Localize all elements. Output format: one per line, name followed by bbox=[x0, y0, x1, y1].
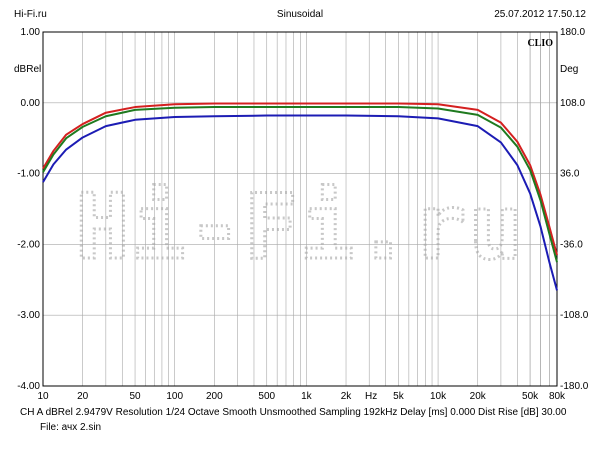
y-tick-label: -3.00 bbox=[17, 310, 40, 321]
series-line-3 bbox=[42, 114, 558, 291]
watermark-text: Hi-Fi.ru bbox=[75, 175, 524, 280]
x-tick-label: 20k bbox=[470, 391, 487, 402]
x-tick-label: 10 bbox=[37, 391, 49, 402]
header-timestamp: 25.07.2012 17.50.12 bbox=[494, 9, 586, 20]
x-tick-label: 10k bbox=[430, 391, 447, 402]
y2-tick-label: 180.0 bbox=[560, 27, 585, 38]
plot-frame bbox=[42, 31, 558, 387]
y-tick-label: -2.00 bbox=[17, 239, 40, 250]
x-tick-label: 1k bbox=[301, 391, 313, 402]
x-tick-label: 2k bbox=[341, 391, 353, 402]
series-layer bbox=[42, 102, 558, 291]
clio-brand: CLIO bbox=[527, 38, 553, 49]
series-line-1 bbox=[42, 102, 558, 256]
y2-tick-label: -180.0 bbox=[560, 381, 589, 392]
y2-axis-label: Deg bbox=[560, 64, 578, 75]
file-name: File: ачх 2.sin bbox=[40, 422, 102, 433]
y2-tick-label: -36.0 bbox=[560, 239, 583, 250]
y-tick-label: 0.00 bbox=[21, 98, 41, 109]
series-line-2 bbox=[42, 106, 558, 263]
x-tick-label: 100 bbox=[166, 391, 183, 402]
x-axis-unit-label: Hz bbox=[365, 391, 377, 402]
y2-tick-label: 36.0 bbox=[560, 169, 580, 180]
x-tick-label: 20 bbox=[77, 391, 89, 402]
y2-tick-label: -108.0 bbox=[560, 310, 589, 321]
watermark: Hi-Fi.ru bbox=[74, 174, 524, 282]
y-tick-label: -1.00 bbox=[17, 169, 40, 180]
x-tick-label: 50k bbox=[522, 391, 539, 402]
header-site-label: Hi-Fi.ru bbox=[14, 9, 47, 20]
tick-labels: 10 20 50 100 200 500 1k 2k 5k 10k 20k 50k 80k 1.00 0.0… bbox=[17, 27, 589, 402]
y-tick-label: -4.00 bbox=[17, 381, 40, 392]
y2-tick-label: 108.0 bbox=[560, 98, 585, 109]
x-tick-label: 50 bbox=[129, 391, 141, 402]
y-tick-label: 1.00 bbox=[21, 27, 41, 38]
x-tick-label: 200 bbox=[206, 391, 223, 402]
y-axis-label: dBRel bbox=[14, 64, 41, 75]
grid bbox=[43, 32, 557, 386]
x-tick-label: 80k bbox=[549, 391, 566, 402]
x-tick-label: 500 bbox=[258, 391, 275, 402]
x-tick-label: 5k bbox=[393, 391, 405, 402]
header-signal-type: Sinusoidal bbox=[276, 9, 324, 20]
measurement-settings: CH A dBRel 2.9479V Resolution 1/24 Octav… bbox=[20, 407, 567, 418]
